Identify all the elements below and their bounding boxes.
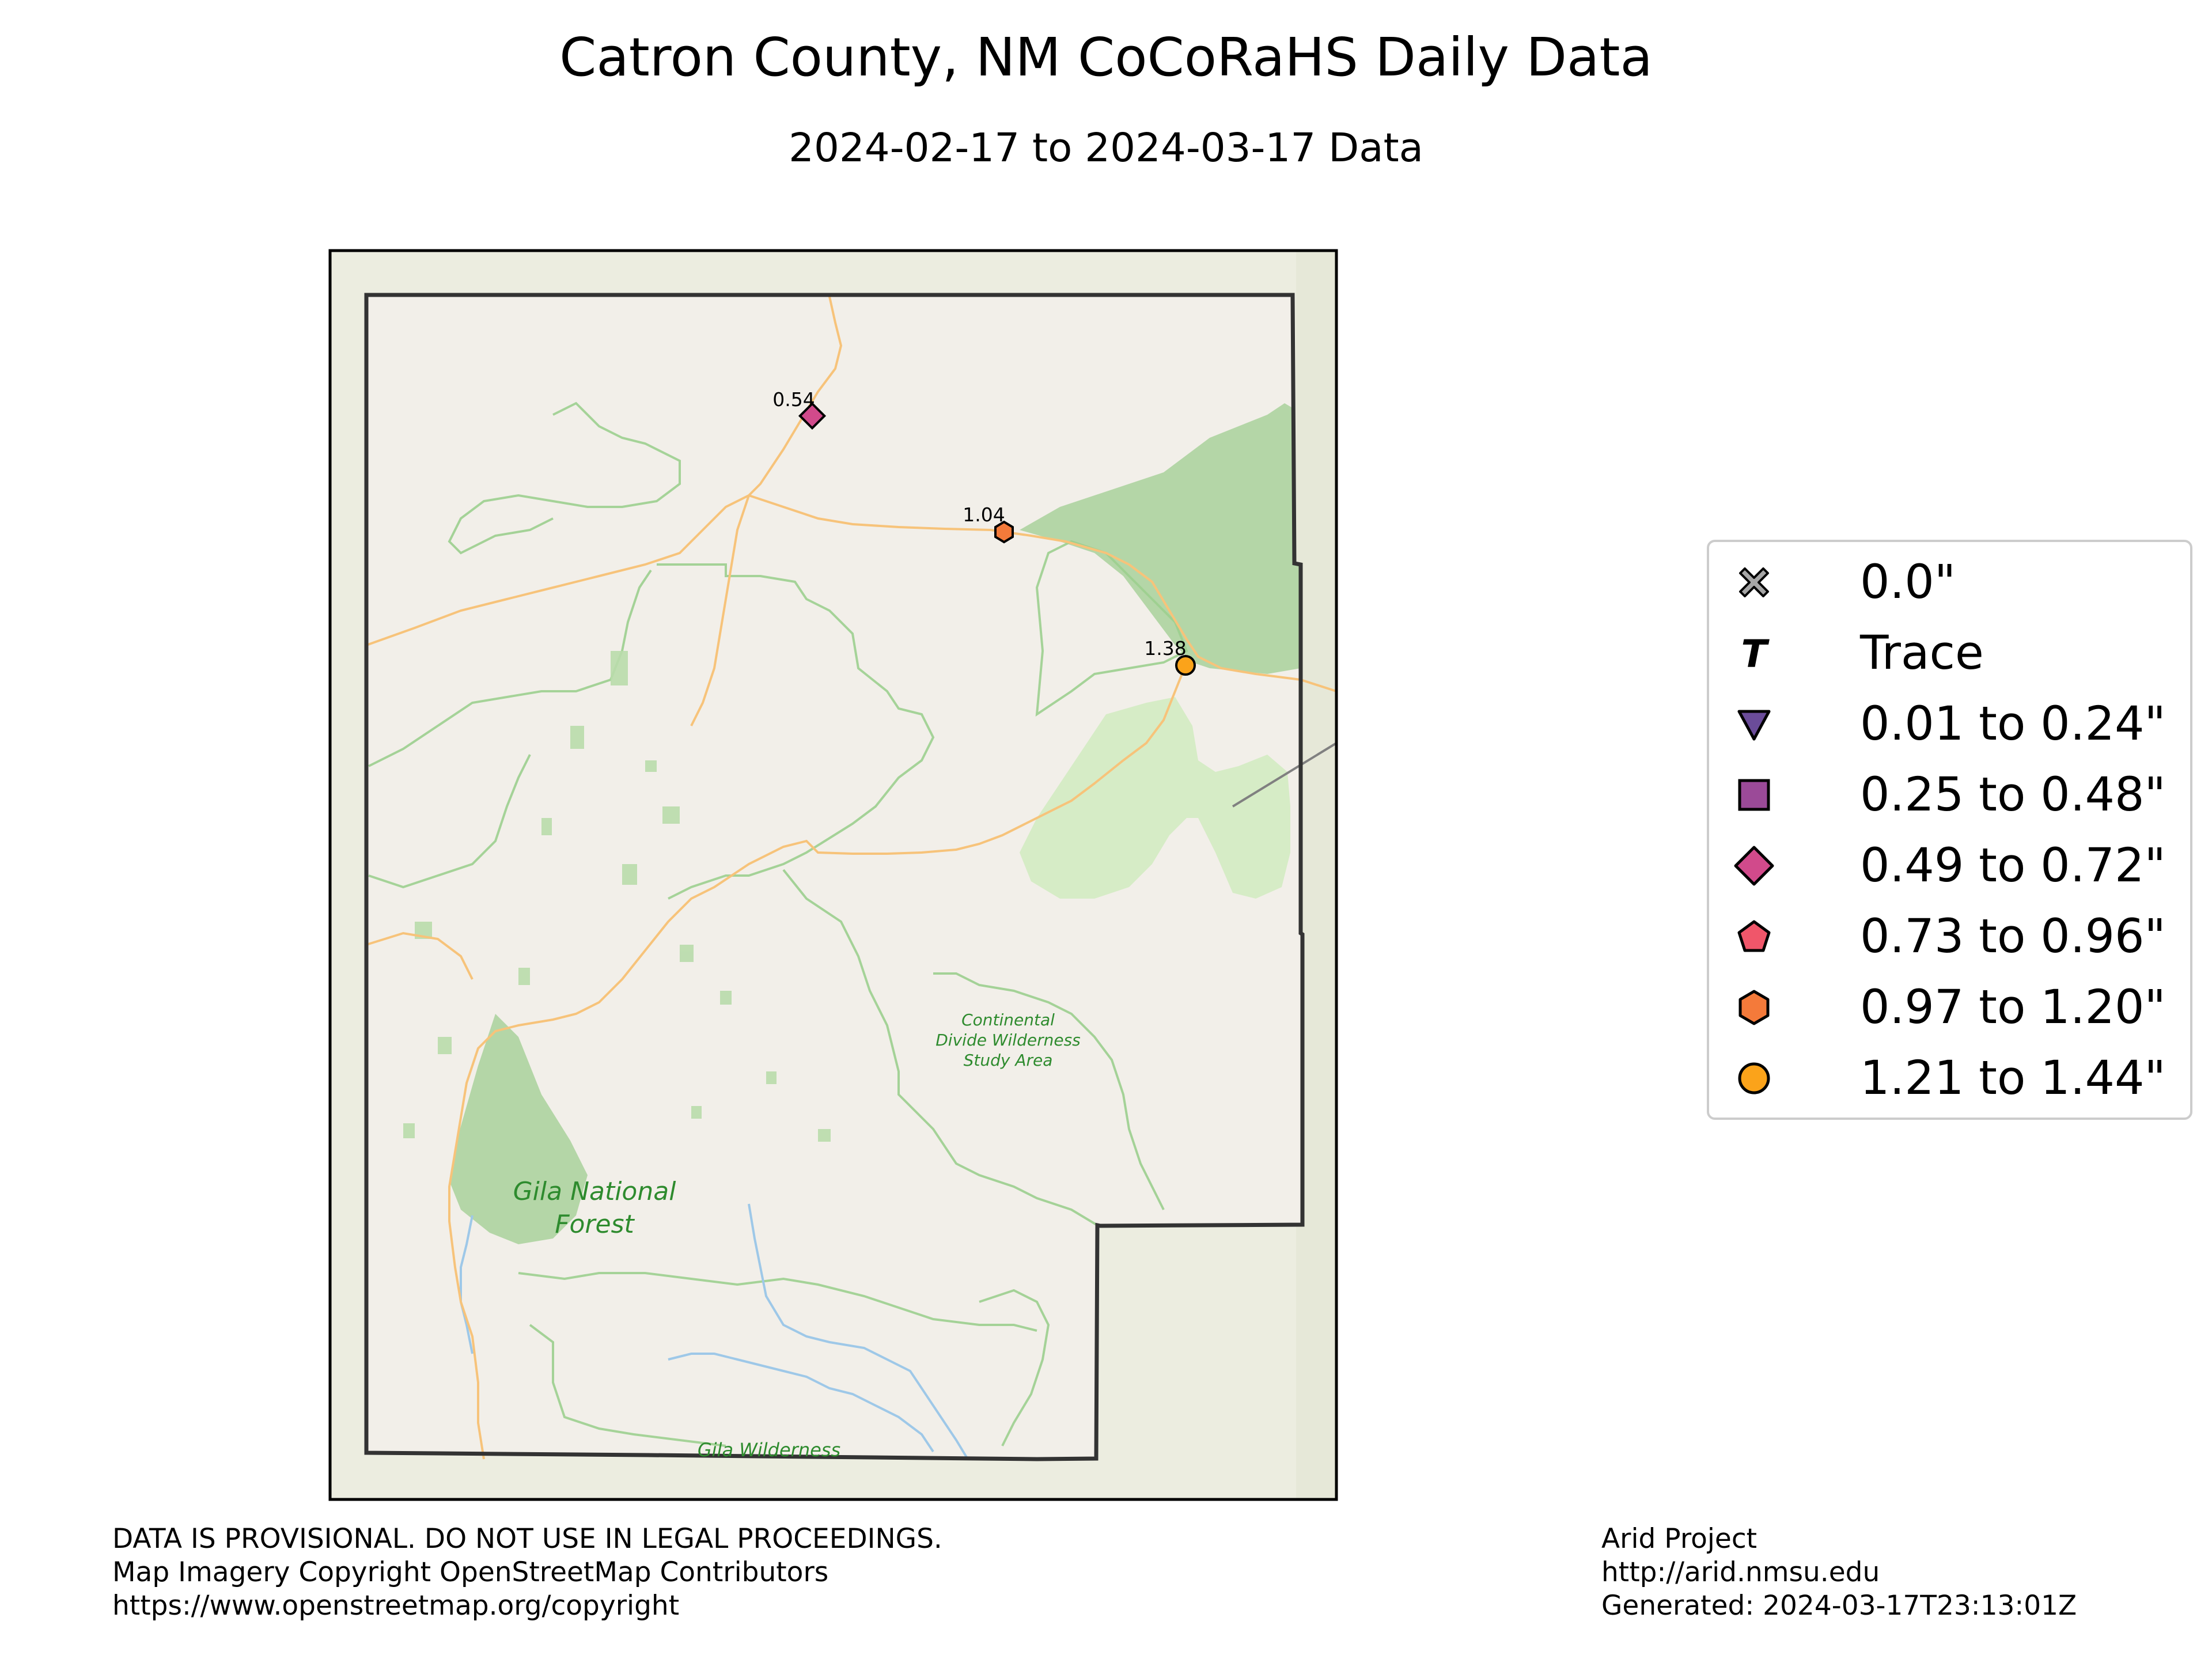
map-label-continental-1: Continental [961,1010,1055,1029]
grassland-area [1020,697,1290,899]
station-hexagon-marker [994,520,1014,544]
wilderness-boundaries [368,402,1188,1447]
legend-item-0.97-1.20: 0.97 to 1.20" [1709,973,2190,1042]
roads [366,296,1337,1460]
footer-copyright-url: https://www.openstreetmap.org/copyright [112,1590,680,1622]
diamond-icon [1734,846,1774,886]
station-diamond-marker [798,402,827,430]
outside-terrain [1296,251,1336,1499]
station-value-label: 1.04 [963,503,1005,526]
station-value-label: 1.38 [1144,637,1186,660]
map-frame [328,249,1338,1501]
pentagon-icon [1737,920,1771,952]
legend-label: 1.21 to 1.44" [1860,1051,2166,1105]
svg-text:T: T [1741,632,1770,675]
footer-project-name: Arid Project [1601,1523,1758,1555]
legend: 0.0" T Trace 0.01 to 0.24" 0.25 to 0.48"… [1707,540,2192,1120]
forest-area-ne [1020,403,1301,674]
station-0.54: 0.54 [772,388,827,430]
legend-item-0.25-0.48: 0.25 to 0.48" [1709,760,2190,830]
legend-item-trace: T Trace [1709,619,2190,688]
legend-label: 0.73 to 0.96" [1860,910,2166,964]
legend-label: 0.25 to 0.48" [1860,768,2166,822]
footer-disclaimer-line: DATA IS PROVISIONAL. DO NOT USE IN LEGAL… [112,1523,942,1555]
legend-label: 0.49 to 0.72" [1860,839,2166,893]
hexagon-icon [1738,990,1770,1025]
map-subtitle: 2024-02-17 to 2024-03-17 Data [789,125,1423,171]
rivers [460,1203,969,1460]
triangle-down-icon [1737,710,1771,741]
map-label-gila-nf-2: Forest [555,1210,635,1239]
footer-credits: Arid Project http://arid.nmsu.edu Genera… [1601,1522,2077,1623]
footer-project-url: http://arid.nmsu.edu [1601,1556,1880,1588]
map-label-continental-2: Divide Wilderness [935,1031,1081,1050]
forest-area-sw [449,1014,588,1244]
legend-item-0.01-0.24: 0.01 to 0.24" [1709,690,2190,759]
track-line [1232,742,1338,808]
legend-item-1.21-1.44: 1.21 to 1.44" [1709,1044,2190,1113]
county-interior [366,295,1302,1459]
legend-label: 0.01 to 0.24" [1860,697,2166,751]
map-label-gila-wilderness: Gila Wilderness [698,1439,840,1461]
station-1.04: 1.04 [963,503,1014,544]
station-1.38: 1.38 [1144,637,1196,676]
legend-item-zero: 0.0" [1709,548,2190,617]
legend-label: Trace [1860,626,1984,680]
station-circle-marker [1175,655,1196,676]
scattered-forest-patches [403,651,831,1142]
map-label-continental-3: Study Area [964,1051,1053,1070]
footer-copyright-line: Map Imagery Copyright OpenStreetMap Cont… [112,1556,829,1588]
map-title: Catron County, NM CoCoRaHS Daily Data [559,26,1653,88]
legend-item-0.73-0.96: 0.73 to 0.96" [1709,902,2190,971]
legend-label: 0.0" [1860,555,1956,609]
footer-generated-timestamp: Generated: 2024-03-17T23:13:01Z [1601,1590,2077,1622]
footer-disclaimer: DATA IS PROVISIONAL. DO NOT USE IN LEGAL… [112,1522,942,1623]
legend-label: 0.97 to 1.20" [1860,980,2166,1035]
circle-icon [1738,1062,1770,1094]
map-label-gila-nf-1: Gila National [513,1177,677,1206]
legend-item-0.49-0.72: 0.49 to 0.72" [1709,831,2190,900]
trace-t-icon: T [1741,632,1770,675]
county-boundary [364,293,1305,1461]
x-icon [1739,567,1769,597]
square-icon [1738,779,1770,811]
